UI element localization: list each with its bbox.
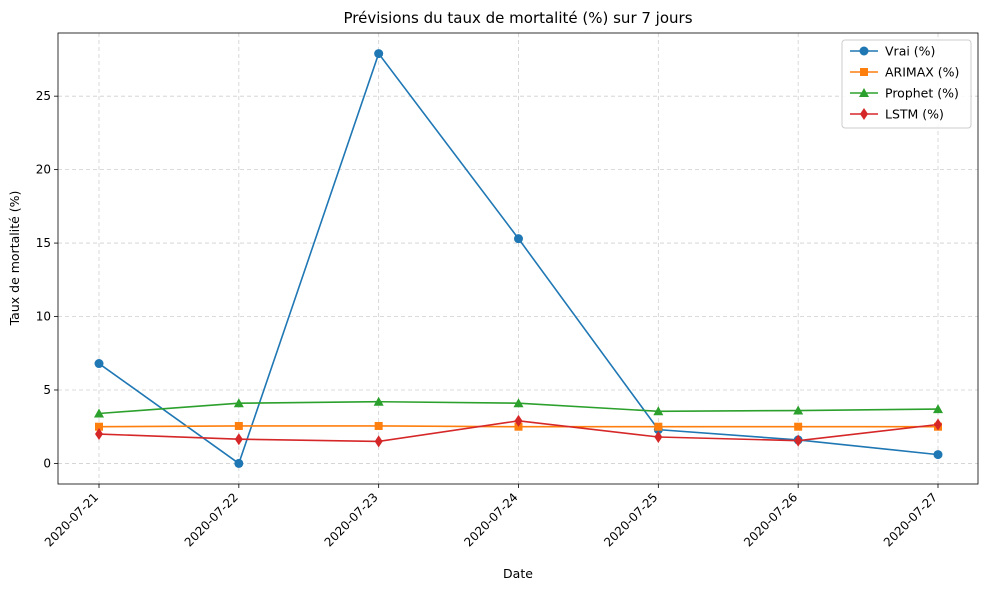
data-point <box>513 398 524 408</box>
data-point <box>654 422 663 431</box>
legend-label: LSTM (%) <box>885 107 944 122</box>
x-tick-label: 2020-07-24 <box>461 490 520 549</box>
data-point <box>514 234 523 244</box>
y-axis: 0 5 10 15 20 25 <box>36 89 58 470</box>
x-tick-label: 2020-07-23 <box>322 490 381 549</box>
data-point <box>94 359 104 369</box>
data-point <box>794 422 803 431</box>
y-tick-label: 10 <box>36 310 51 324</box>
data-point <box>374 435 383 448</box>
legend-item: Vrai (%) <box>850 44 935 59</box>
series-layer <box>94 49 943 468</box>
chart-title: Prévisions du taux de mortalité (%) sur … <box>343 9 692 27</box>
legend-marker <box>860 108 868 120</box>
data-point <box>933 404 943 414</box>
legend-label: Vrai (%) <box>885 44 935 59</box>
data-point <box>233 398 244 408</box>
data-point <box>933 450 943 460</box>
y-tick-label: 5 <box>43 383 51 397</box>
y-tick-label: 0 <box>43 456 51 470</box>
legend-label: Prophet (%) <box>885 86 959 101</box>
grid <box>58 33 978 484</box>
legend-marker <box>859 46 869 56</box>
x-tick-label: 2020-07-25 <box>601 490 660 549</box>
y-tick-label: 25 <box>36 89 51 103</box>
legend-marker <box>860 68 868 76</box>
legend-label: ARIMAX (%) <box>885 65 959 80</box>
y-tick-label: 20 <box>36 163 51 177</box>
data-point <box>374 421 383 430</box>
legend-box <box>841 39 972 129</box>
series-2 <box>94 396 943 418</box>
series-3 <box>95 414 942 448</box>
data-point <box>374 49 384 59</box>
data-point <box>654 430 663 443</box>
data-point <box>794 434 803 447</box>
legend-item: ARIMAX (%) <box>850 65 959 80</box>
data-point <box>514 414 523 427</box>
data-point <box>234 433 243 446</box>
data-point <box>653 406 664 416</box>
x-tick-label: 2020-07-22 <box>182 490 241 549</box>
data-point <box>95 422 103 431</box>
x-axis-label: Date <box>503 566 533 581</box>
legend: Vrai (%) ARIMAX (%) Prophet (%) LSTM (%) <box>841 39 972 129</box>
legend-item: LSTM (%) <box>850 107 944 122</box>
data-point <box>793 405 804 415</box>
x-tick-label: 2020-07-27 <box>881 490 940 549</box>
x-tick-label: 2020-07-21 <box>42 490 101 549</box>
data-point <box>95 428 103 441</box>
y-tick-label: 15 <box>36 236 51 250</box>
plot-frame <box>57 32 979 485</box>
data-point <box>934 418 942 431</box>
data-point <box>94 408 104 418</box>
data-point <box>234 421 243 430</box>
data-point <box>234 458 244 468</box>
data-point <box>373 396 384 406</box>
y-axis-label: Taux de mortalité (%) <box>7 191 22 327</box>
legend-item: Prophet (%) <box>850 86 959 101</box>
x-axis: 2020-07-21 2020-07-22 2020-07-23 2020-07-24… <box>42 484 940 549</box>
x-tick-label: 2020-07-26 <box>741 490 800 549</box>
legend-marker <box>859 88 869 97</box>
